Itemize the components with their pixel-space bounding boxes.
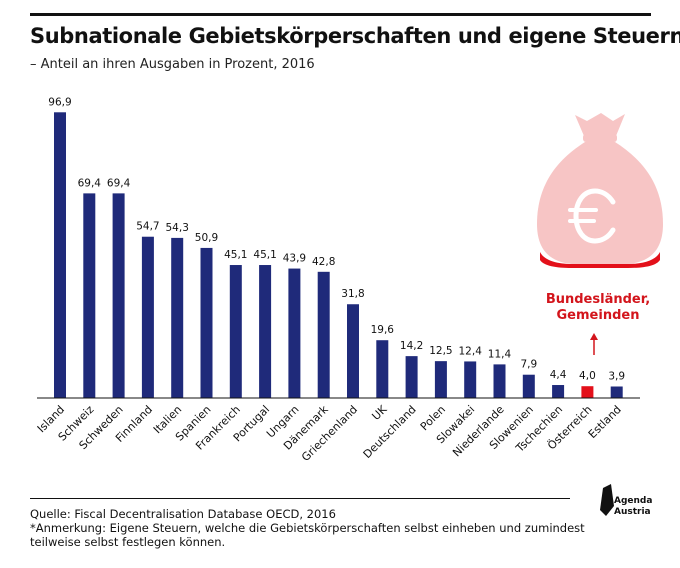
value-label-portugal: 45,1 [253,249,276,261]
bar-griechenland [347,304,359,398]
bar-deutschland [405,356,418,398]
value-label-dänemark: 42,8 [312,256,335,268]
value-label-spanien: 50,9 [195,232,218,244]
value-label-estland: 3,9 [608,371,625,383]
bar-slowakei [464,361,477,398]
chart-subtitle: – Anteil an ihren Ausgaben in Prozent, 2… [30,57,315,72]
chart-title: Subnationale Gebietskörperschaften und e… [30,24,680,48]
callout-line-1: Bundesländer, [546,292,650,307]
value-label-tschechien: 4,4 [550,369,567,381]
category-label-estland: Estland [586,403,624,441]
bar-italien [171,237,184,398]
bar-österreich [581,386,594,398]
bar-chart: 96,9 69,4 69,4 54,7 54,3 50,9 45,1 45,1 43,9 42,8… [35,96,663,464]
value-label-österreich: 4,0 [579,370,596,382]
category-label-deutschland: Deutschland [361,403,419,461]
value-label-island: 96,9 [48,96,71,108]
bar-estland [610,386,623,398]
bars-group [54,112,623,398]
value-label-schweiz: 69,4 [78,177,102,189]
bar-frankreich [229,265,242,398]
footer-rule [30,498,570,499]
value-label-polen: 12,5 [429,345,452,357]
bar-schweden [112,193,125,398]
note-text: *Anmerkung: Eigene Steuern, welche die G… [30,521,585,549]
logo-line-2: Austria [614,507,651,517]
value-label-griechenland: 31,8 [341,288,364,300]
value-label-schweden: 69,4 [107,177,131,189]
bar-niederlande [493,364,506,398]
bar-tschechien [552,385,565,398]
category-label-uk: UK [369,402,390,423]
value-label-italien: 54,3 [166,222,189,234]
bar-polen [434,361,447,398]
bar-ungarn [288,268,301,398]
value-label-finnland: 54,7 [136,221,159,233]
value-labels-group: 96,9 69,4 69,4 54,7 54,3 50,9 45,1 45,1 43,9 42,8… [48,96,625,382]
bar-spanien [200,247,213,398]
category-labels-group: IslandSchweizSchwedenFinnlandItalienSpan… [35,402,624,464]
money-bag-euro-icon [537,113,663,268]
bar-finnland [141,236,154,398]
value-label-niederlande: 11,4 [488,348,512,360]
source-text: Quelle: Fiscal Decentralisation Database… [30,507,336,521]
value-label-uk: 19,6 [371,324,395,336]
agenda-austria-logo-icon [600,484,614,516]
top-rule [30,13,651,16]
bar-dänemark [317,271,330,398]
bar-schweiz [83,193,96,398]
up-arrow-icon [590,333,598,355]
value-label-ungarn: 43,9 [283,253,306,265]
bar-uk [376,340,389,398]
bar-island [54,112,66,398]
logo-line-1: Agenda [614,496,653,506]
bar-slowenien [522,374,535,398]
bar-portugal [259,265,272,398]
callout-line-2: Gemeinden [557,308,640,323]
value-label-frankreich: 45,1 [224,249,247,261]
value-label-slowenien: 7,9 [520,359,537,371]
value-label-deutschland: 14,2 [400,340,423,352]
value-label-slowakei: 12,4 [459,345,483,357]
